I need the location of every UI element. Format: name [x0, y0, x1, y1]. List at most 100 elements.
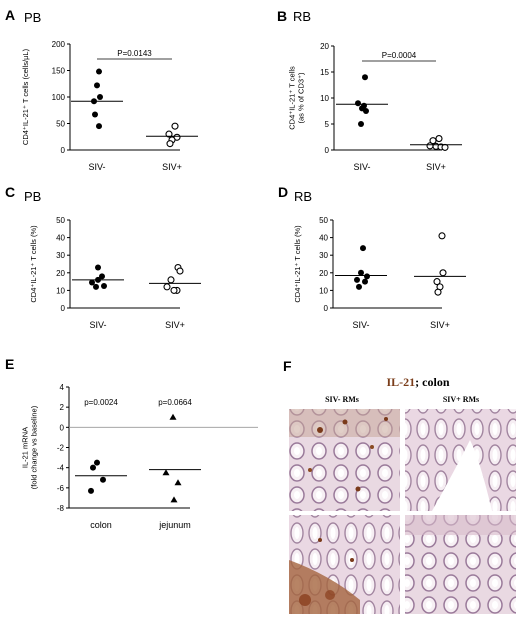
data-point: [162, 469, 170, 476]
data-point: [364, 273, 370, 280]
data-point: [170, 496, 178, 503]
data-point: [429, 137, 437, 145]
y-axis-label: (fold change vs baseline): [30, 405, 39, 489]
category-label: SIV-: [89, 320, 106, 330]
data-point: [94, 459, 100, 466]
chart-panel-a: A PB 0 50 100 150 200 CD4⁺IL-21⁺ T cells (cells…: [5, 7, 198, 172]
y-tick-label: 0: [324, 304, 329, 313]
category-label: SIV+: [165, 320, 185, 330]
panel-title: RB: [294, 189, 312, 204]
panel-f-title: IL-21; colon: [386, 375, 449, 389]
y-tick-label: 5: [325, 120, 330, 129]
y-tick-label: 30: [319, 251, 328, 260]
data-point: [166, 140, 174, 148]
y-tick-label: 0: [325, 146, 330, 155]
data-point: [100, 476, 106, 483]
panel-label-b: B: [277, 8, 287, 24]
p-value-label: P=0.0004: [382, 51, 417, 60]
y-axis-label: (as % of CD3⁺): [297, 72, 306, 124]
data-point: [95, 264, 101, 271]
y-tick-label: -8: [57, 504, 65, 513]
data-point: [354, 276, 360, 283]
y-tick-label: 20: [56, 269, 65, 278]
panel-label-c: C: [5, 184, 15, 200]
y-axis-label: IL-21 mRNA: [21, 427, 30, 468]
y-tick-label: 10: [56, 286, 65, 295]
y-tick-label: 50: [56, 216, 65, 225]
p-value-label: P=0.0143: [117, 49, 152, 58]
panel-f-title-main: IL-21: [386, 375, 415, 389]
data-point: [363, 108, 369, 114]
panel-title: PB: [24, 189, 41, 204]
y-tick-label: 40: [319, 234, 328, 243]
y-axis-label: CD4⁺IL-21⁺ T cells (%): [29, 225, 38, 303]
y-tick-label: 20: [320, 42, 329, 51]
data-point: [90, 464, 96, 471]
panel-title: PB: [24, 10, 41, 25]
panel-f: F IL-21; colon SIV- RMs SIV+ RMs: [283, 358, 516, 614]
histology-image-siv-neg-bottom: [289, 515, 400, 614]
y-tick-label: 50: [319, 216, 328, 225]
data-point: [355, 100, 361, 107]
data-point: [167, 276, 175, 284]
y-tick-label: 20: [319, 269, 328, 278]
data-point: [434, 288, 442, 296]
y-tick-label: -6: [57, 484, 65, 493]
panel-label-a: A: [5, 7, 15, 23]
chart-panel-b: B RB 0 5 10 15 20 CD4⁺IL-21⁺ T cells (as % of CD…: [277, 8, 462, 172]
category-label: SIV+: [430, 320, 450, 330]
y-axis-label: CD4⁺IL-21⁺ T cells (cells/μL): [21, 48, 30, 145]
histology-image-siv-pos-bottom: [405, 515, 516, 614]
data-point: [439, 269, 447, 277]
panel-label-f: F: [283, 358, 292, 374]
category-label: jejunum: [158, 520, 191, 530]
p-value-label: p=0.0664: [158, 398, 192, 407]
y-tick-label: 10: [320, 94, 329, 103]
data-point: [97, 94, 103, 100]
p-value-label: p=0.0024: [84, 398, 118, 407]
panel-f-title-rest: ; colon: [415, 375, 450, 389]
chart-panel-e: E -8 -6 -4 -2 0 2 4 IL-21 mRNA (fold change vs ba…: [5, 356, 258, 530]
data-point: [96, 68, 102, 75]
category-label: SIV-: [88, 162, 105, 172]
y-axis-label: CD4⁺IL-21⁺ T cells (%): [293, 225, 302, 303]
y-axis-label: CD4⁺IL-21⁺ T cells: [288, 66, 297, 130]
data-point: [171, 122, 179, 130]
data-point: [174, 479, 182, 486]
category-label: SIV-: [353, 162, 370, 172]
y-tick-label: 4: [60, 383, 65, 392]
y-tick-label: 100: [52, 93, 66, 102]
data-point: [426, 142, 434, 150]
y-tick-label: 0: [60, 423, 65, 432]
data-point: [94, 82, 100, 89]
y-tick-label: -4: [57, 464, 65, 473]
data-point: [176, 267, 184, 275]
data-point: [356, 283, 362, 290]
y-tick-label: 2: [60, 403, 65, 412]
y-tick-label: 50: [56, 120, 65, 129]
category-label: SIV+: [162, 162, 182, 172]
y-tick-label: 0: [61, 146, 66, 155]
category-label: SIV-: [352, 320, 369, 330]
data-point: [163, 283, 171, 291]
y-tick-label: 30: [56, 251, 65, 260]
category-label: SIV+: [426, 162, 446, 172]
y-tick-label: -2: [57, 444, 65, 453]
panel-label-d: D: [278, 184, 288, 200]
data-point: [99, 273, 105, 280]
panel-label-e: E: [5, 356, 14, 372]
chart-panel-c: C PB 0 10 20 30 40 50 CD4⁺IL-21⁺ T cells (%) SIV-…: [5, 184, 201, 330]
data-point: [169, 413, 177, 420]
data-point: [435, 135, 443, 143]
chart-panel-d: D RB 0 10 20 30 40 50 CD4⁺IL-21⁺ T cells (%) SIV-…: [278, 184, 466, 330]
data-point: [96, 123, 102, 130]
y-tick-label: 0: [61, 304, 66, 313]
data-point: [358, 121, 364, 127]
panel-f-column-siv-pos: SIV+ RMs: [443, 395, 479, 404]
data-point: [362, 278, 368, 285]
data-point: [92, 111, 98, 118]
data-point: [438, 232, 446, 240]
category-label: colon: [90, 520, 112, 530]
data-point: [358, 269, 364, 276]
